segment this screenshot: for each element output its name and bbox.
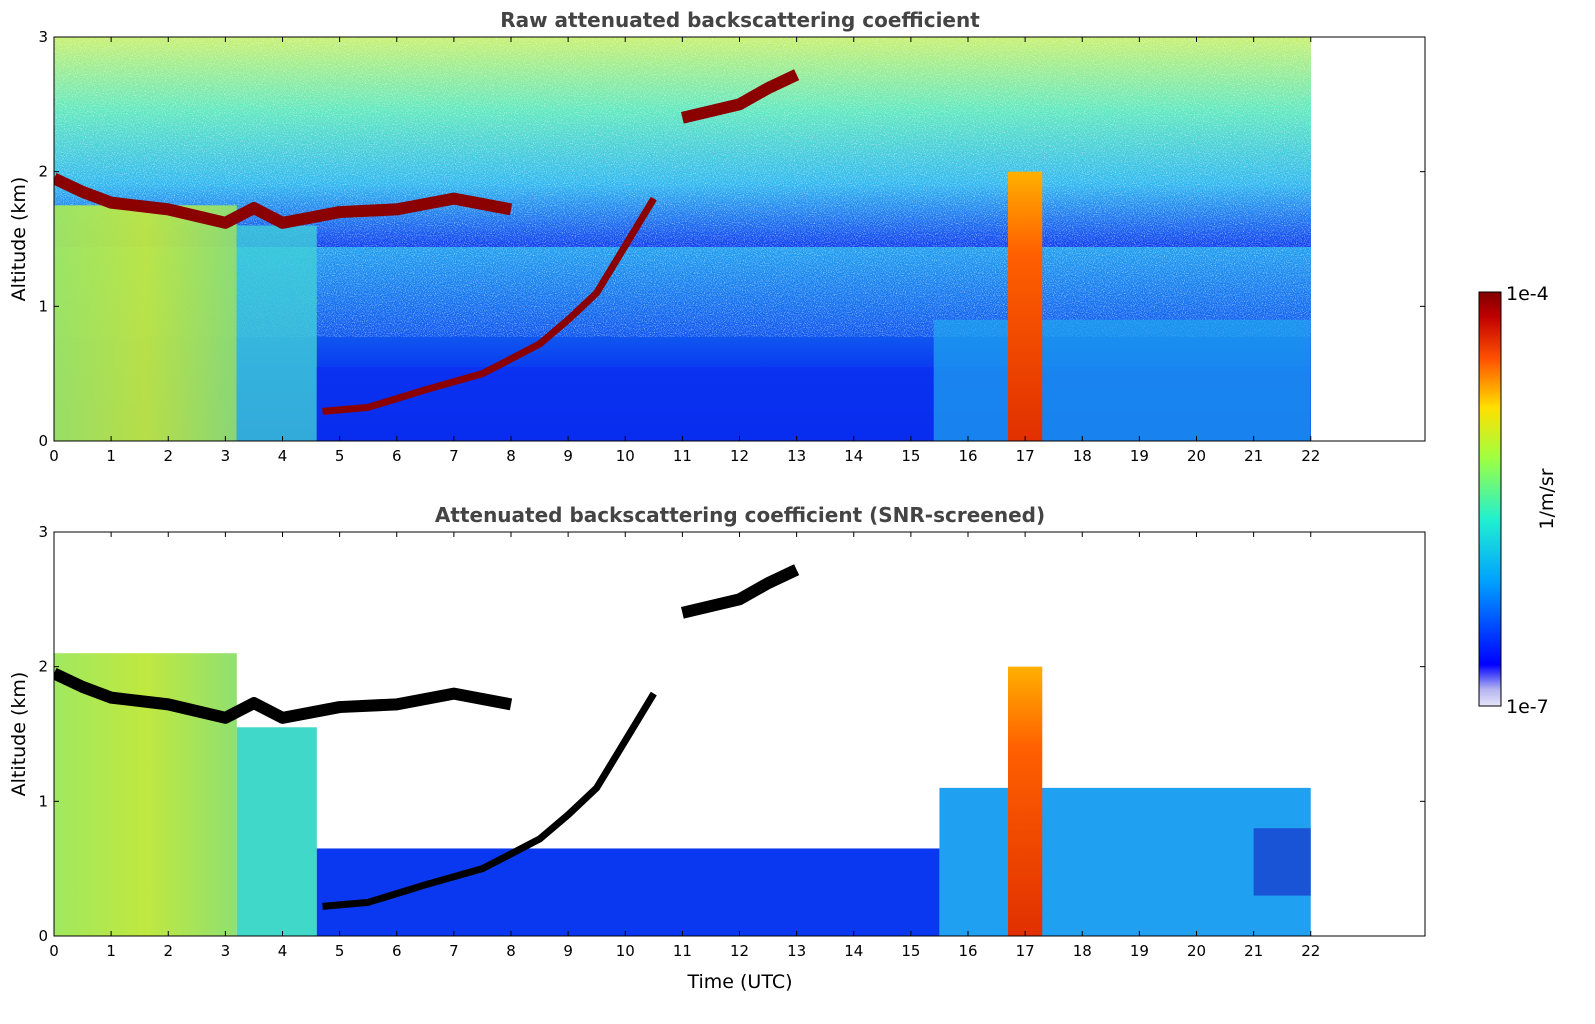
- x-tick-label: 0: [49, 447, 59, 465]
- x-tick-label: 8: [506, 942, 516, 960]
- raw-evening-layer: [933, 319, 1311, 441]
- raw-vertical-plume: [1007, 171, 1043, 441]
- y-tick-label: 3: [38, 523, 48, 541]
- x-tick-label: 1: [106, 447, 116, 465]
- x-tick-label: 7: [449, 942, 459, 960]
- screened-vertical-plume: [1007, 666, 1043, 936]
- panel-screened: Attenuated backscattering coefficient (S…: [8, 503, 1426, 993]
- colorbar-unit-label: 1/m/sr: [1536, 468, 1558, 529]
- screened-boundary-layer-late: [236, 727, 317, 936]
- x-tick-label: 19: [1130, 447, 1149, 465]
- panel-screened-ylabel: Altitude (km): [8, 672, 30, 797]
- y-tick-label: 0: [38, 927, 48, 945]
- x-tick-label: 15: [901, 942, 920, 960]
- y-tick-label: 3: [38, 28, 48, 46]
- panel-raw-title: Raw attenuated backscattering coefficien…: [500, 8, 980, 32]
- raw-boundary-layer-late: [236, 225, 317, 441]
- x-tick-label: 10: [616, 942, 635, 960]
- colorbar-max-label: 1e-4: [1506, 283, 1549, 305]
- x-tick-label: 17: [1016, 447, 1035, 465]
- panel-raw: Raw attenuated backscattering coefficien…: [8, 8, 1426, 465]
- y-tick-label: 1: [38, 297, 48, 315]
- x-tick-label: 3: [221, 447, 231, 465]
- raw-boundary-layer: [54, 205, 237, 441]
- x-tick-label: 22: [1301, 447, 1320, 465]
- x-tick-label: 0: [49, 942, 59, 960]
- raw-features: [54, 69, 1311, 441]
- colorbar-gradient: [1478, 291, 1502, 707]
- x-tick-label: 2: [163, 447, 173, 465]
- y-tick-label: 2: [38, 163, 48, 181]
- x-tick-label: 12: [730, 447, 749, 465]
- x-tick-label: 6: [392, 942, 402, 960]
- screened-features: [54, 564, 1311, 936]
- x-tick-label: 15: [901, 447, 920, 465]
- x-tick-label: 14: [844, 942, 863, 960]
- screened-boundary-layer-top: [54, 667, 513, 724]
- x-tick-label: 22: [1301, 942, 1320, 960]
- x-tick-label: 13: [787, 942, 806, 960]
- x-tick-label: 17: [1016, 942, 1035, 960]
- panel-raw-y-axis: 0 1 2 3: [38, 28, 1425, 450]
- x-tick-label: 13: [787, 447, 806, 465]
- screened-evening-layer: [939, 787, 1311, 936]
- x-tick-label: 9: [563, 447, 573, 465]
- x-tick-label: 16: [958, 447, 977, 465]
- colorbar: 1e-4 1e-7 1/m/sr: [1478, 283, 1558, 718]
- raw-boundary-layer-top: [54, 172, 513, 229]
- x-tick-label: 7: [449, 447, 459, 465]
- panel-screened-title: Attenuated backscattering coefficient (S…: [435, 503, 1045, 527]
- x-tick-label: 20: [1187, 942, 1206, 960]
- x-tick-label: 20: [1187, 447, 1206, 465]
- panel-screened-x-axis: 0 1 2 3 4 5 6 7 8 9 10 11 12 13 14 15 16 17 18 19 20 21 22: [49, 532, 1320, 960]
- screened-low-layer: [316, 848, 940, 936]
- y-tick-label: 2: [38, 658, 48, 676]
- x-tick-label: 5: [335, 447, 345, 465]
- panel-raw-heatmap: [54, 37, 1311, 441]
- x-tick-label: 4: [278, 942, 288, 960]
- x-tick-label: 1: [106, 942, 116, 960]
- colorbar-min-label: 1e-7: [1506, 696, 1549, 718]
- y-tick-label: 1: [38, 792, 48, 810]
- x-tick-label: 3: [221, 942, 231, 960]
- x-tick-label: 2: [163, 942, 173, 960]
- x-tick-label: 9: [563, 942, 573, 960]
- x-tick-label: 18: [1073, 447, 1092, 465]
- panel-screened-xlabel: Time (UTC): [686, 971, 792, 993]
- x-tick-label: 21: [1244, 942, 1263, 960]
- x-tick-label: 5: [335, 942, 345, 960]
- x-tick-label: 11: [673, 942, 692, 960]
- x-tick-label: 16: [958, 942, 977, 960]
- x-tick-label: 21: [1244, 447, 1263, 465]
- panel-screened-y-axis: 0 1 2 3: [38, 523, 1425, 945]
- x-tick-label: 8: [506, 447, 516, 465]
- raw-rising-layer: [322, 196, 657, 415]
- x-tick-label: 11: [673, 447, 692, 465]
- screened-night-layer: [1253, 828, 1311, 896]
- x-tick-label: 6: [392, 447, 402, 465]
- screened-rising-layer: [322, 691, 657, 910]
- y-tick-label: 0: [38, 432, 48, 450]
- screened-elevated-layer: [680, 564, 800, 619]
- x-tick-label: 19: [1130, 942, 1149, 960]
- panel-raw-ylabel: Altitude (km): [8, 177, 30, 302]
- x-tick-label: 18: [1073, 942, 1092, 960]
- screened-boundary-layer: [54, 653, 237, 936]
- x-tick-label: 10: [616, 447, 635, 465]
- x-tick-label: 12: [730, 942, 749, 960]
- x-tick-label: 14: [844, 447, 863, 465]
- x-tick-label: 4: [278, 447, 288, 465]
- raw-elevated-layer: [680, 69, 800, 124]
- panel-raw-x-axis: 0 1 2 3 4 5 6 7 8 9 10 11 12 13 14 15 16 17 18 19 20 21 22: [49, 37, 1320, 465]
- panel-screened-heatmap: [54, 564, 1311, 936]
